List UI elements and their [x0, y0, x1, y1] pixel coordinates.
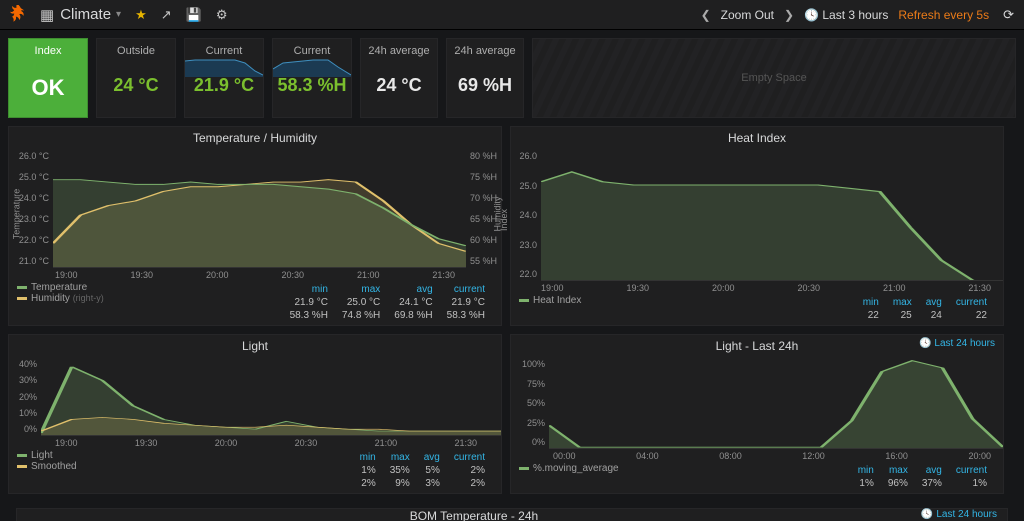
panel-light-24h[interactable]: Light - Last 24h 🕓Last 24 hours 100%75%5… — [510, 334, 1004, 494]
yaxis-label-left: Temperature — [11, 188, 21, 239]
stat-value: OK — [32, 75, 65, 101]
dashboard-title: Climate — [60, 6, 111, 23]
stat-title: 24h average — [454, 45, 515, 57]
star-icon[interactable]: ★ — [135, 7, 147, 23]
panel-title: Heat Index — [511, 127, 1003, 149]
sparkline — [185, 55, 263, 77]
stat-title: Index — [35, 45, 62, 57]
chart-plot — [41, 357, 501, 435]
legend-item-humidity[interactable]: Humidity (right-y) — [17, 293, 104, 304]
panel-bom-temp[interactable]: BOM Temperature - 24h 🕓Last 24 hours — [16, 508, 1008, 521]
yaxis-label: Index — [499, 209, 509, 231]
dashboard-picker[interactable]: ▦ Climate ▾ — [40, 6, 121, 24]
stat-current-temp[interactable]: Current 21.9 °C — [184, 38, 264, 118]
panel-temp-humidity[interactable]: Temperature / Humidity Temperature 26.0 … — [8, 126, 502, 326]
panel-time-link[interactable]: 🕓Last 24 hours — [919, 338, 995, 349]
refresh-interval[interactable]: Refresh every 5s — [898, 8, 989, 22]
stat-current-hum[interactable]: Current 58.3 %H — [272, 38, 352, 118]
chart-plot — [549, 357, 1003, 448]
stat-value: 69 %H — [458, 75, 512, 96]
chevron-left-icon[interactable]: ❮ — [701, 8, 711, 22]
legend-item-moving-average[interactable]: %.moving_average — [519, 463, 619, 474]
grid-icon: ▦ — [40, 6, 54, 24]
zoom-out-button[interactable]: Zoom Out — [721, 8, 774, 22]
panel-heat-index[interactable]: Heat Index Index 26.025.024.023.022.0 19… — [510, 126, 1004, 326]
time-range-picker[interactable]: 🕓 Last 3 hours — [804, 8, 888, 22]
stat-value: 58.3 %H — [277, 75, 346, 96]
chart-plot — [541, 149, 1003, 280]
stat-outside[interactable]: Outside 24 °C — [96, 38, 176, 118]
legend-stats: minmaxavgcurrent22252422 — [855, 295, 995, 323]
panel-title: Light — [9, 335, 501, 357]
empty-space-label: Empty Space — [741, 72, 806, 84]
panel-time-link[interactable]: 🕓Last 24 hours — [921, 509, 997, 521]
legend-stats: minmaxavgcurrent1%96%37%1% — [850, 463, 995, 491]
chevron-right-icon[interactable]: ❯ — [784, 8, 794, 22]
refresh-icon[interactable]: ⟳ — [1003, 7, 1014, 23]
sparkline — [273, 55, 351, 77]
chevron-down-icon: ▾ — [116, 9, 121, 20]
legend-item-smoothed[interactable]: Smoothed — [17, 461, 77, 472]
stat-index[interactable]: Index OK — [8, 38, 88, 118]
time-range-label: Last 3 hours — [822, 8, 888, 22]
empty-space-panel[interactable]: Empty Space — [532, 38, 1016, 118]
stat-value: 21.9 °C — [194, 75, 254, 96]
stat-avg-temp[interactable]: 24h average 24 °C — [360, 38, 438, 118]
panel-light[interactable]: Light 40%30%20%10%0% 19:0019:3020:0020:3… — [8, 334, 502, 494]
legend-item-heat-index[interactable]: Heat Index — [519, 295, 581, 306]
grafana-logo-icon[interactable] — [10, 5, 30, 25]
legend-item-temperature[interactable]: Temperature — [17, 282, 104, 293]
stat-value: 24 °C — [113, 75, 158, 96]
stat-value: 24 °C — [376, 75, 421, 96]
chart-plot — [53, 149, 466, 267]
stat-title: 24h average — [368, 45, 429, 57]
share-icon[interactable]: ↗ — [161, 7, 172, 23]
save-icon[interactable]: 💾 — [186, 7, 202, 23]
gear-icon[interactable]: ⚙ — [216, 7, 228, 23]
legend-stats: minmaxavgcurrent21.9 °C25.0 °C24.1 °C21.… — [282, 282, 493, 323]
legend-item-light[interactable]: Light — [17, 450, 77, 461]
panel-title: BOM Temperature - 24h — [410, 509, 539, 521]
panel-title: Temperature / Humidity — [9, 127, 501, 149]
stat-title: Outside — [117, 45, 155, 57]
legend-stats: minmaxavgcurrent1%35%5%2%2%9%3%2% — [352, 450, 493, 491]
stat-avg-hum[interactable]: 24h average 69 %H — [446, 38, 524, 118]
